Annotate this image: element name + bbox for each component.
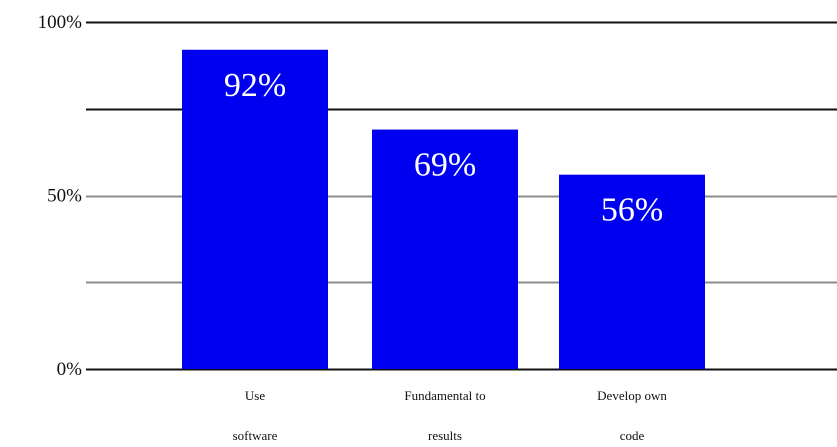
y-axis-tick-labels: 0% 50% 100% bbox=[38, 12, 83, 380]
y-tick-label: 0% bbox=[57, 359, 83, 380]
bar bbox=[559, 174, 705, 369]
bar-value-label: 56% bbox=[601, 192, 663, 229]
bars bbox=[182, 49, 705, 369]
bar bbox=[372, 129, 518, 369]
x-category-label: Use bbox=[245, 388, 265, 403]
x-category-label: software bbox=[233, 428, 278, 443]
x-axis-category-labels: Use software Fundamental to results Develop … bbox=[233, 388, 668, 443]
x-category-label: code bbox=[620, 428, 645, 443]
data-labels: 92% 69% 56% bbox=[224, 67, 663, 229]
x-category-label: results bbox=[428, 428, 462, 443]
bar-value-label: 92% bbox=[224, 67, 286, 104]
y-tick-label: 100% bbox=[38, 12, 83, 33]
y-tick-label: 50% bbox=[47, 186, 82, 207]
bar-value-label: 69% bbox=[414, 147, 476, 184]
bar bbox=[182, 49, 328, 369]
x-category-label: Develop own bbox=[597, 388, 667, 403]
x-category-label: Fundamental to bbox=[404, 388, 485, 403]
